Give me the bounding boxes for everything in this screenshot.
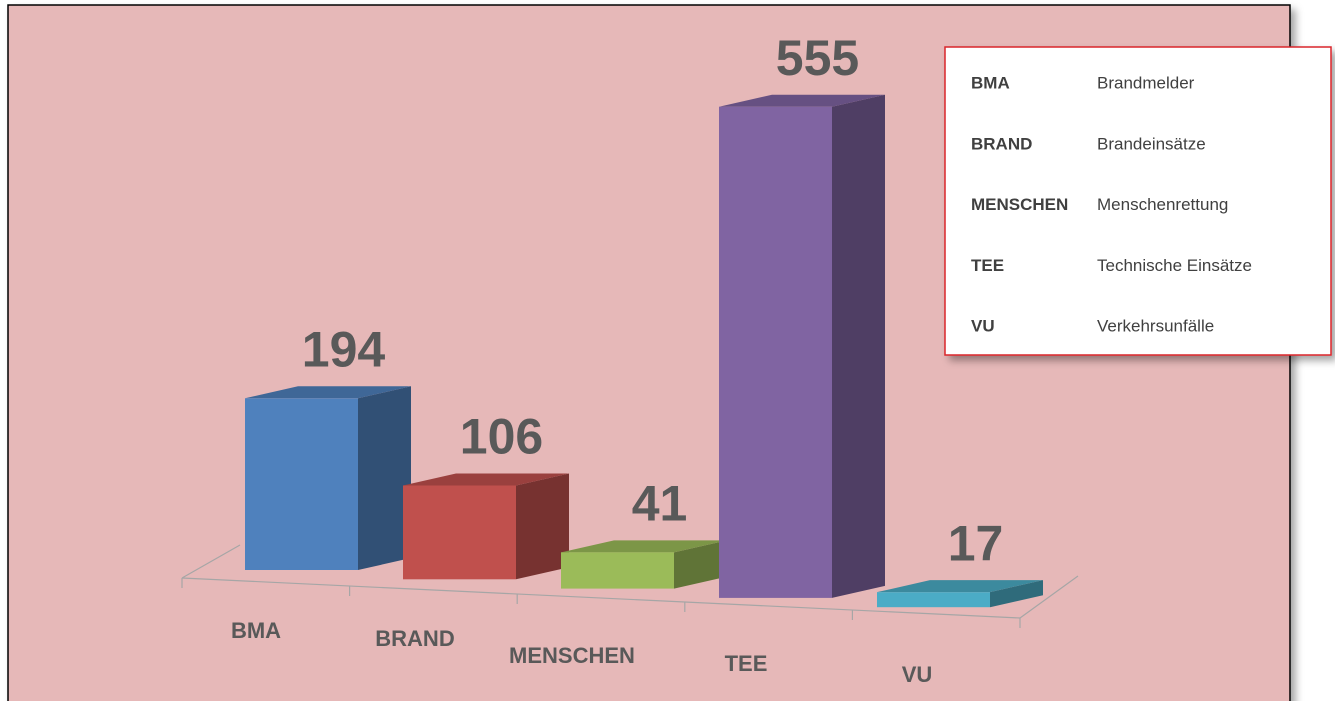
legend-text: Brandmelder [1097,73,1195,92]
legend-text: Menschenrettung [1097,195,1228,214]
bar-front [877,592,990,608]
category-label: VU [902,662,933,687]
bar-top [245,386,411,399]
category-label: TEE [725,651,768,676]
value-label: 41 [632,476,688,532]
legend-code: BMA [971,73,1010,92]
legend-text: Brandeinsätze [1097,134,1206,153]
value-label: 17 [948,515,1004,571]
bar-front [561,552,674,589]
bar-top [561,540,727,553]
bar-side [516,473,569,580]
bar-front [719,106,832,598]
value-label: 194 [302,322,386,378]
bar-top [719,94,885,107]
bar-side [990,580,1043,608]
bars: 194 BMA 106 BRAND 41 MENSCHEN 555 TEE 17 VU [231,30,1043,687]
legend-text: Verkehrsunfälle [1097,317,1214,336]
bar [561,540,727,589]
category-label: MENSCHEN [509,643,635,668]
legend-text: Technische Einsätze [1097,256,1252,275]
bar-front [245,398,358,570]
bar-front [403,485,516,580]
legend-code: VU [971,317,995,336]
value-label: 106 [460,409,543,465]
bar-side [832,94,885,598]
floor [181,544,1079,628]
bar [245,386,411,570]
legend: BMA Brandmelder BRAND Brandeinsätze MENSCHEN… [971,73,1252,335]
value-label: 555 [776,30,859,86]
category-label: BRAND [375,626,454,651]
legend-code: BRAND [971,134,1032,153]
bar [719,94,885,598]
bar [403,473,569,580]
category-label: BMA [231,618,281,643]
bar-side [358,386,411,570]
legend-code: MENSCHEN [971,195,1068,214]
legend-code: TEE [971,256,1004,275]
bar-top [877,580,1043,593]
legend-box [944,46,1332,356]
bar [877,580,1043,608]
bar-top [403,473,569,486]
bar-side [674,540,727,589]
